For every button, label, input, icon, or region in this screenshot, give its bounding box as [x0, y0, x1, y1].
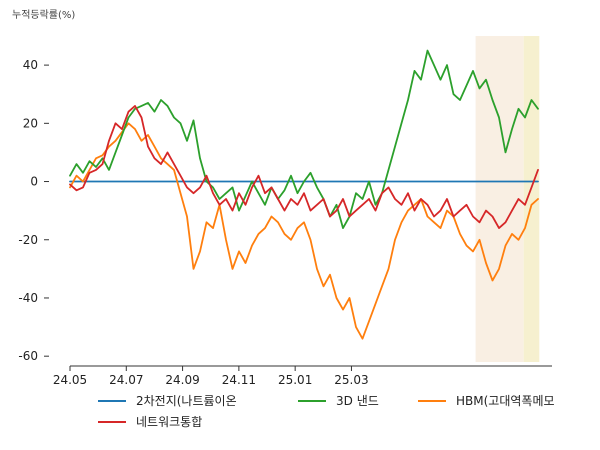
y-tick-label: 0	[30, 175, 38, 189]
x-tick-label: 25.03	[334, 373, 368, 387]
highlight-bands	[475, 36, 540, 362]
legend-label-1: 2차전지(나트륨이온	[136, 394, 237, 408]
series-line-3	[69, 122, 539, 340]
axes: 누적등락률(%) 40 20 0 -20 -40 -60 24.05 24.07 24.09 24.…	[12, 9, 552, 387]
legend-label-2: 3D 낸드	[336, 394, 379, 408]
y-tick-label: -60	[18, 349, 38, 363]
y-tick-label: -20	[18, 233, 38, 247]
x-tick-label: 24.11	[222, 373, 256, 387]
x-tick-label: 25.01	[278, 373, 312, 387]
x-tick-label: 24.07	[109, 373, 143, 387]
y-tick-label: -40	[18, 291, 38, 305]
series-line-2	[69, 49, 539, 230]
legend-label-4: 네트워크통합	[136, 415, 202, 429]
highlight-band-2	[523, 36, 540, 362]
series-line-4	[69, 105, 539, 230]
y-axis-unit-label: 누적등락률(%)	[12, 9, 75, 21]
x-tick-label: 24.05	[53, 373, 87, 387]
highlight-band-1	[475, 36, 524, 362]
series-lines	[69, 49, 539, 340]
y-tick-label: 40	[23, 58, 38, 72]
x-tick-label: 24.09	[165, 373, 199, 387]
y-tick-label: 20	[23, 116, 38, 130]
legend-label-3: HBM(고대역폭메모	[456, 394, 555, 408]
